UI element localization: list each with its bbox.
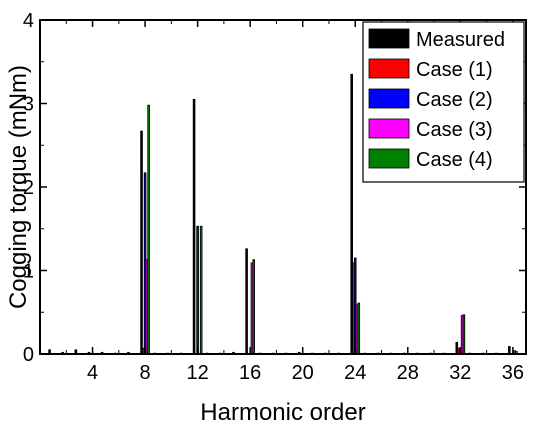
- x-tick-label-12: 12: [186, 362, 208, 384]
- x-tick-label-28: 28: [397, 362, 419, 384]
- x-tick-label-4: 4: [87, 362, 98, 384]
- bar-5-h8: [147, 104, 150, 355]
- x-tick-label-20: 20: [292, 362, 314, 384]
- x-tick-label-36: 36: [502, 362, 524, 384]
- y-tick-label-3: 3: [23, 94, 34, 116]
- legend-swatch-1: [368, 28, 410, 49]
- legend: Measured Case (1) Case (2) Case (3) Case (4): [362, 21, 525, 183]
- legend-label-4: Case (3): [416, 119, 493, 141]
- bar-3-h12: [196, 225, 199, 355]
- legend-swatch-5: [368, 148, 410, 169]
- bar-1-h12: [192, 98, 196, 355]
- y-tick-label-0: 0: [23, 344, 34, 366]
- x-tick-label-32: 32: [449, 362, 471, 384]
- bar-5-h32: [462, 314, 466, 355]
- x-tick-label-16: 16: [239, 362, 261, 384]
- bar-1-h16: [245, 248, 248, 355]
- y-tick-label-2: 2: [23, 177, 34, 199]
- y-tick-label-4: 4: [23, 10, 34, 32]
- y-tick-label-1: 1: [23, 261, 34, 283]
- legend-swatch-2: [368, 58, 410, 79]
- x-tick-label-24: 24: [344, 362, 366, 384]
- y-axis-label: Cogging torque (mNm): [5, 65, 32, 309]
- x-tick-label-8: 8: [140, 362, 151, 384]
- legend-label-3: Case (2): [416, 89, 493, 111]
- bar-5-h16: [252, 259, 255, 355]
- bar-5-h12: [199, 225, 203, 355]
- legend-label-2: Case (1): [416, 59, 493, 81]
- legend-swatch-3: [368, 88, 410, 109]
- x-axis-label: Harmonic order: [200, 399, 365, 426]
- bar-1-h8: [140, 130, 143, 355]
- legend-label-5: Case (4): [416, 149, 493, 171]
- legend-label-1: Measured: [416, 29, 505, 51]
- bar-1-h36: [508, 346, 511, 355]
- bars-layer: [48, 73, 518, 355]
- legend-swatch-4: [368, 118, 410, 139]
- bar-5-h24: [357, 302, 361, 355]
